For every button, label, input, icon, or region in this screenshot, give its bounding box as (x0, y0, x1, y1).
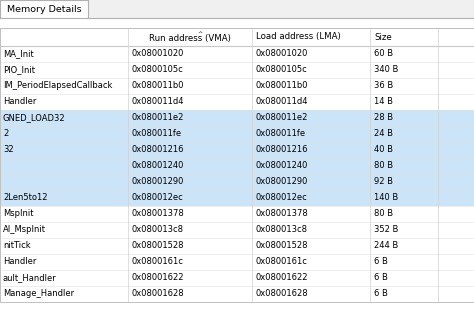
Text: Manage_Handler: Manage_Handler (3, 290, 74, 299)
Text: 0x0800105c: 0x0800105c (256, 66, 308, 74)
Text: 0x080013c8: 0x080013c8 (132, 225, 184, 235)
Text: 0x080013c8: 0x080013c8 (256, 225, 308, 235)
Text: ^: ^ (197, 31, 202, 36)
Text: 244 B: 244 B (374, 241, 398, 251)
Text: 0x08001020: 0x08001020 (132, 50, 184, 58)
Text: 0x080011fe: 0x080011fe (256, 129, 306, 138)
Text: 0x080011b0: 0x080011b0 (132, 82, 184, 90)
Text: Size: Size (374, 33, 392, 41)
Bar (0, 28, 474, 46)
Bar (0, 158, 474, 174)
Text: 0x080012ec: 0x080012ec (256, 193, 308, 203)
Text: 0x0800161c: 0x0800161c (256, 257, 308, 267)
Text: IM_PeriodElapsedCallback: IM_PeriodElapsedCallback (3, 82, 112, 90)
Text: 0x080011fe: 0x080011fe (132, 129, 182, 138)
Text: nitTick: nitTick (3, 241, 31, 251)
Text: 0x08001528: 0x08001528 (256, 241, 309, 251)
Bar (0, 190, 474, 206)
Text: 0x080012ec: 0x080012ec (132, 193, 184, 203)
Text: 0x080011d4: 0x080011d4 (132, 98, 184, 106)
Text: 6 B: 6 B (374, 257, 388, 267)
Text: 36 B: 36 B (374, 82, 393, 90)
Text: Load address (LMA): Load address (LMA) (256, 33, 341, 41)
Text: 0x080011e2: 0x080011e2 (132, 113, 184, 122)
Text: 0x08001290: 0x08001290 (256, 177, 309, 187)
Bar (0, 206, 474, 222)
Bar (0, 126, 474, 142)
Bar (0, 238, 474, 254)
Text: GNED_LOAD32: GNED_LOAD32 (3, 113, 65, 122)
Text: Run address (VMA): Run address (VMA) (149, 35, 231, 44)
Text: 80 B: 80 B (374, 161, 393, 171)
Bar (0, 270, 474, 286)
Text: 0x08001628: 0x08001628 (256, 290, 309, 299)
Text: MspInit: MspInit (3, 209, 34, 219)
Bar (0, 46, 474, 62)
Text: MA_Init: MA_Init (3, 50, 34, 58)
Text: Handler: Handler (3, 257, 36, 267)
Text: 60 B: 60 B (374, 50, 393, 58)
Text: 40 B: 40 B (374, 145, 393, 154)
Bar (0, 0, 474, 18)
Bar (0, 254, 474, 270)
Text: Handler: Handler (3, 98, 36, 106)
Bar (0, 78, 474, 94)
Text: 6 B: 6 B (374, 290, 388, 299)
Text: 0x080011b0: 0x080011b0 (256, 82, 309, 90)
Text: 80 B: 80 B (374, 209, 393, 219)
Text: 0x080011d4: 0x080011d4 (256, 98, 309, 106)
Text: 14 B: 14 B (374, 98, 393, 106)
Text: 6 B: 6 B (374, 273, 388, 283)
Bar (0, 174, 474, 190)
Text: 0x08001240: 0x08001240 (132, 161, 184, 171)
Text: 28 B: 28 B (374, 113, 393, 122)
Text: PIO_Init: PIO_Init (3, 66, 35, 74)
Text: 352 B: 352 B (374, 225, 398, 235)
Text: ault_Handler: ault_Handler (3, 273, 57, 283)
Text: 0x08001020: 0x08001020 (256, 50, 309, 58)
Text: 140 B: 140 B (374, 193, 398, 203)
Text: 0x08001528: 0x08001528 (132, 241, 184, 251)
Bar (0, 142, 474, 158)
Bar (0, 18, 474, 28)
Text: 0x08001290: 0x08001290 (132, 177, 184, 187)
Text: 0x08001622: 0x08001622 (256, 273, 309, 283)
Bar (0, 28, 474, 302)
Text: 0x08001622: 0x08001622 (132, 273, 184, 283)
Text: 340 B: 340 B (374, 66, 398, 74)
Text: 0x0800105c: 0x0800105c (132, 66, 184, 74)
Text: AI_MspInit: AI_MspInit (3, 225, 46, 235)
Text: 0x0800161c: 0x0800161c (132, 257, 184, 267)
Bar (0, 62, 474, 78)
Bar (0, 0, 88, 18)
Text: 0x08001240: 0x08001240 (256, 161, 309, 171)
Text: 0x08001378: 0x08001378 (256, 209, 309, 219)
Text: 24 B: 24 B (374, 129, 393, 138)
Bar (0, 94, 474, 110)
Text: 0x080011e2: 0x080011e2 (256, 113, 309, 122)
Text: 0x08001216: 0x08001216 (132, 145, 184, 154)
Text: 0x08001628: 0x08001628 (132, 290, 185, 299)
Text: 0x08001216: 0x08001216 (256, 145, 309, 154)
Text: Memory Details: Memory Details (7, 4, 82, 14)
Bar (0, 222, 474, 238)
Text: 92 B: 92 B (374, 177, 393, 187)
Text: 2Len5to12: 2Len5to12 (3, 193, 47, 203)
Text: 0x08001378: 0x08001378 (132, 209, 185, 219)
Text: 2: 2 (3, 129, 8, 138)
Bar (0, 110, 474, 126)
Bar (0, 286, 474, 302)
Text: 32: 32 (3, 145, 14, 154)
